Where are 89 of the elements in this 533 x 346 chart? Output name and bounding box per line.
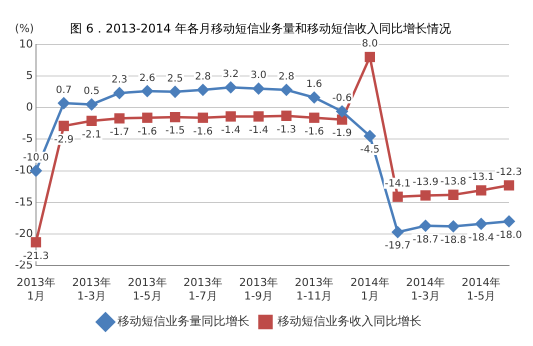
data-label: -18.4	[468, 232, 494, 244]
point	[281, 110, 292, 121]
data-label: -1.3	[276, 124, 296, 136]
point	[364, 52, 376, 62]
point	[420, 190, 431, 201]
legend-label: 移动短信业务收入同比增长	[278, 314, 422, 328]
y-tick-label: -20	[15, 226, 33, 240]
data-label: -13.1	[468, 172, 494, 183]
data-label: -1.6	[304, 126, 324, 138]
point	[58, 97, 70, 109]
data-label: -12.3	[496, 166, 522, 178]
point	[448, 190, 458, 200]
x-tick-label: 2014年 1-5月	[462, 276, 501, 302]
data-label: -2.9	[54, 134, 74, 146]
y-tick-label: 10	[18, 37, 33, 50]
y-tick-label: 5	[26, 68, 33, 82]
point	[475, 218, 487, 230]
legend-label: 移动短信业务量同比增长	[118, 314, 250, 328]
point	[309, 112, 320, 123]
point	[142, 112, 152, 123]
point	[86, 98, 98, 110]
point	[392, 192, 403, 202]
point	[170, 112, 180, 122]
x-tick-label: 2013年 1-5月	[128, 276, 167, 302]
data-label: 0.5	[84, 86, 100, 98]
point	[197, 84, 209, 96]
data-label: -14.1	[384, 178, 411, 190]
data-label: -10.0	[23, 152, 49, 164]
data-label: 2.6	[139, 72, 156, 84]
chart-title: 图 6．2013-2014 年各月移动短信业务量和移动短信收入同比增长情况	[70, 21, 451, 36]
point	[114, 87, 126, 99]
point	[476, 185, 486, 196]
data-label: -1.4	[220, 125, 241, 136]
x-tick-label: 2013年 1-11月	[294, 276, 334, 302]
data-label: -13.9	[412, 177, 438, 188]
data-label: -1.9	[332, 128, 352, 140]
point	[58, 120, 69, 132]
y-axis-title: (%)	[14, 22, 34, 35]
data-label: -1.6	[193, 126, 213, 138]
point	[420, 220, 432, 232]
data-label: -4.5	[360, 144, 380, 156]
data-label: -18.8	[440, 235, 466, 246]
data-label: -18.0	[496, 230, 522, 241]
x-tick-label: 2013年 1月	[16, 276, 56, 302]
data-label: 0.7	[56, 84, 72, 96]
data-label: -1.5	[165, 126, 185, 137]
point	[392, 226, 404, 238]
point	[86, 116, 97, 126]
data-label: 2.8	[194, 72, 211, 82]
data-label: 8.0	[362, 38, 378, 50]
data-label: -19.7	[384, 240, 411, 252]
point	[142, 85, 154, 97]
data-label: -2.1	[82, 129, 102, 140]
x-tick-label: 2014年 1-3月	[406, 276, 446, 302]
data-label: -18.7	[412, 234, 438, 246]
point	[252, 82, 264, 94]
y-tick-label: -5	[22, 132, 33, 146]
point	[504, 180, 514, 190]
x-tick-label: 2013年 1-9月	[239, 276, 278, 302]
point	[169, 86, 181, 98]
x-tick-label: 2013年 1-7月	[183, 276, 222, 302]
y-tick-label: -15	[15, 195, 33, 208]
point	[364, 130, 376, 142]
y-tick-label: 0	[26, 100, 33, 114]
data-label: -13.8	[440, 176, 466, 188]
point	[308, 92, 320, 104]
data-label: -21.3	[23, 250, 49, 262]
point	[503, 216, 515, 228]
data-label: -1.4	[248, 125, 268, 136]
data-label: -1.7	[110, 126, 130, 138]
point	[198, 112, 208, 123]
data-label: 2.8	[278, 72, 294, 82]
data-label: 3.0	[250, 70, 267, 82]
data-label: 2.3	[111, 74, 128, 86]
point	[226, 111, 236, 122]
data-label: 2.5	[167, 73, 184, 84]
x-tick-label: 2014年 1月	[350, 276, 390, 302]
data-label: 3.2	[222, 68, 239, 80]
point	[30, 237, 42, 248]
x-tick-label: 2013年 1-3月	[72, 276, 112, 302]
point	[336, 106, 348, 118]
data-label: -1.6	[138, 126, 158, 138]
point	[253, 111, 264, 122]
data-label: -0.6	[332, 92, 352, 104]
point	[448, 220, 460, 232]
data-label: 1.6	[306, 79, 322, 90]
point	[280, 84, 292, 96]
point	[224, 82, 236, 94]
point	[114, 113, 125, 124]
